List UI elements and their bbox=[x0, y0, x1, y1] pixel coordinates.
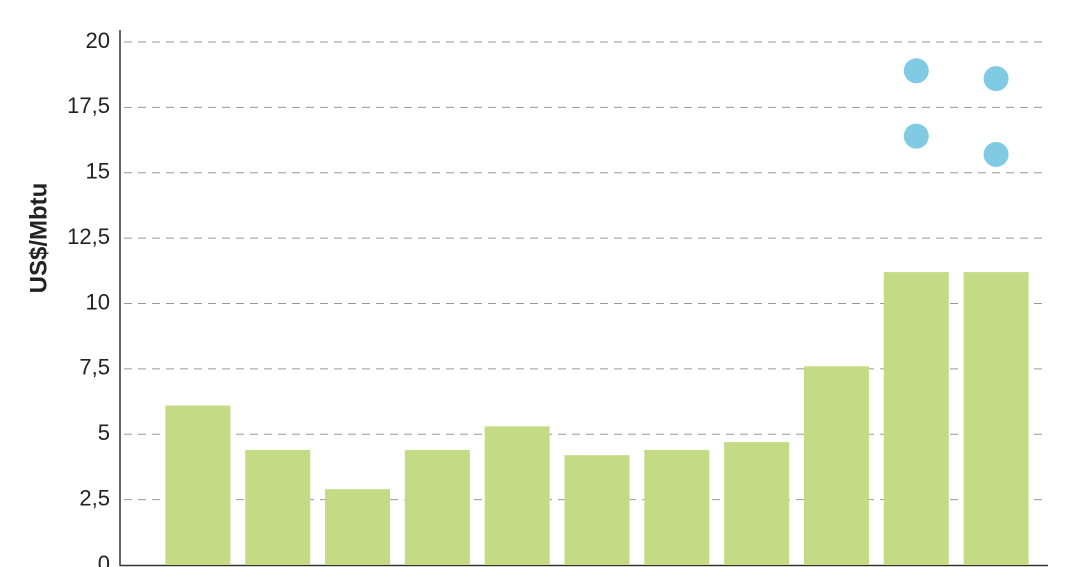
dot bbox=[903, 58, 929, 84]
bar bbox=[564, 455, 630, 565]
bar bbox=[803, 366, 869, 565]
y-tick-label: 2,5 bbox=[79, 485, 110, 510]
bar bbox=[883, 272, 949, 565]
bar bbox=[165, 405, 231, 565]
bar bbox=[245, 449, 311, 565]
dot bbox=[903, 123, 929, 149]
dot bbox=[983, 141, 1009, 167]
bar bbox=[404, 449, 470, 565]
y-tick-label: 7,5 bbox=[79, 355, 110, 380]
y-tick-label: 12,5 bbox=[67, 224, 110, 249]
y-tick-label: 5 bbox=[98, 420, 110, 445]
y-tick-label: 10 bbox=[86, 289, 110, 314]
y-tick-label: 0 bbox=[98, 551, 110, 567]
bar bbox=[325, 489, 391, 565]
y-axis-label: US$/Mbtu bbox=[25, 183, 52, 294]
bar bbox=[724, 442, 790, 565]
y-tick-label: 17,5 bbox=[67, 93, 110, 118]
bar bbox=[963, 272, 1029, 565]
y-tick-label: 15 bbox=[86, 159, 110, 184]
bar bbox=[644, 449, 710, 565]
bar bbox=[484, 426, 550, 565]
dot bbox=[983, 66, 1009, 92]
y-tick-label: 20 bbox=[86, 28, 110, 53]
